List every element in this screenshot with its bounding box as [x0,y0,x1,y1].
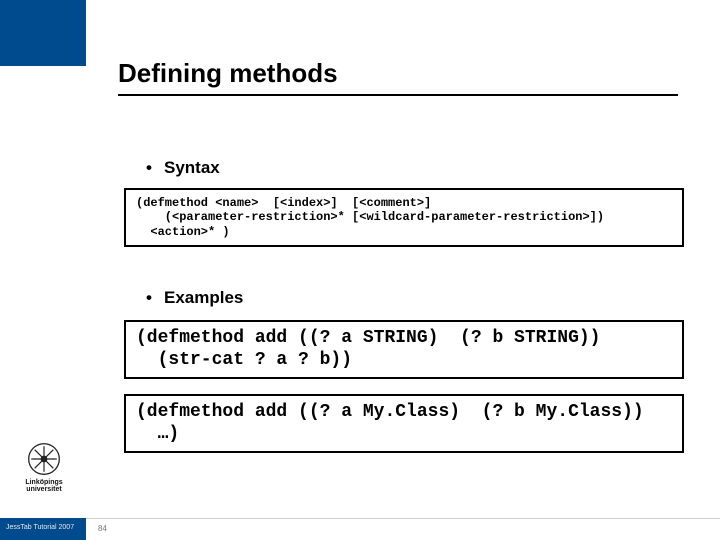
code-box-syntax: (defmethod <name> [<index>] [<comment>] … [124,188,684,247]
seal-icon [27,442,61,476]
page-title: Defining methods [118,58,338,89]
top-brand-block [0,0,86,66]
slide-page: Defining methods •Syntax (defmethod <nam… [0,0,720,540]
slide-footer: JessTab Tutorial 2007 84 [0,518,720,540]
footer-text: JessTab Tutorial 2007 [6,524,74,531]
bullet-dot-icon: • [146,288,164,308]
bullet-examples: •Examples [146,288,243,308]
title-underline [118,94,678,96]
bullet-dot-icon: • [146,158,164,178]
bullet-syntax: •Syntax [146,158,220,178]
code-box-example-2: (defmethod add ((? a My.Class) (? b My.C… [124,394,684,453]
code-box-example-1: (defmethod add ((? a STRING) (? b STRING… [124,320,684,379]
university-logo: Linköpings universitet [14,442,74,493]
logo-text: Linköpings universitet [14,479,74,493]
bullet-label: Examples [164,288,243,307]
slide-number: 84 [98,524,107,533]
footer-divider [0,518,720,519]
bullet-label: Syntax [164,158,220,177]
